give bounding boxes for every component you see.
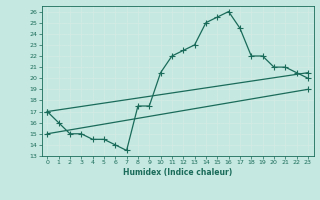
X-axis label: Humidex (Indice chaleur): Humidex (Indice chaleur) — [123, 168, 232, 177]
